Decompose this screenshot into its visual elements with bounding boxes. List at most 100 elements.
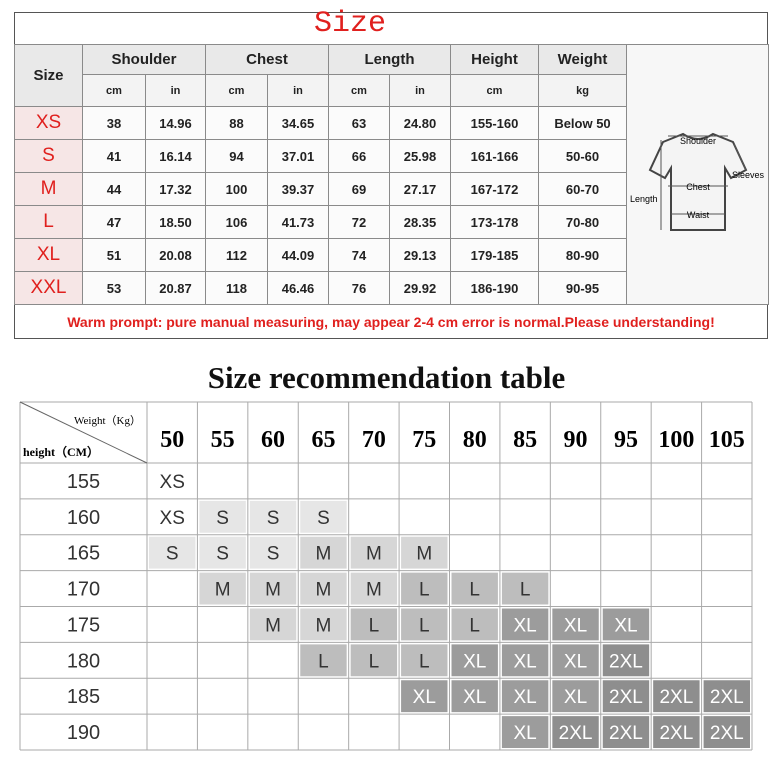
size-cell: M (265, 580, 281, 601)
size-cell: 2XL (659, 723, 693, 744)
size-cell: L (369, 615, 380, 636)
size-cell: S (14, 139, 83, 173)
measure-cell: 38 (82, 106, 146, 140)
unit-cell: in (389, 74, 451, 107)
size-cell: L (14, 205, 83, 239)
size-cell: S (166, 544, 179, 565)
weight-header: 60 (261, 427, 285, 453)
size-cell-bg (401, 536, 448, 569)
measure-cell: 34.65 (267, 106, 329, 140)
size-cell: M (14, 172, 83, 206)
measure-cell: 118 (205, 271, 268, 305)
measure-cell: 173-178 (450, 205, 539, 239)
measure-cell: 50-60 (538, 139, 627, 173)
size-cell: L (520, 580, 531, 601)
size-cell-bg (451, 680, 498, 713)
measure-cell: 179-185 (450, 238, 539, 272)
measure-cell: 94 (205, 139, 268, 173)
size-cell-bg (300, 536, 347, 569)
label-sleeves: Sleeves (732, 170, 765, 180)
height-header: 180 (67, 650, 100, 672)
size-cell-bg (350, 536, 398, 569)
size-cell: 2XL (659, 687, 693, 708)
header-cell: Chest (205, 44, 329, 75)
size-cell-bg (350, 644, 398, 677)
recommendation-title: Size recommendation table (207, 360, 566, 395)
measure-cell: 167-172 (450, 172, 539, 206)
unit-cell: in (267, 74, 329, 107)
corner-height: height（CM） (23, 444, 99, 459)
weight-header: 100 (658, 427, 694, 453)
measure-cell: 24.80 (389, 106, 451, 140)
weight-header: 55 (211, 427, 235, 453)
size-cell: XL (514, 651, 537, 672)
size-cell: S (216, 508, 229, 529)
measure-cell: 16.14 (145, 139, 206, 173)
height-header: 190 (67, 722, 100, 744)
unit-cell: cm (82, 74, 146, 107)
size-cell-bg (249, 500, 297, 533)
size-title: Size (313, 7, 386, 41)
size-cell-bg (300, 500, 347, 533)
size-cell: 2XL (609, 651, 643, 672)
size-cell: M (366, 544, 382, 565)
size-cell: XL (564, 651, 587, 672)
size-cell: XL (413, 687, 436, 708)
size-cell: M (316, 544, 332, 565)
size-cell-bg (199, 500, 246, 533)
size-cell: XL (514, 687, 537, 708)
size-cell: 2XL (609, 723, 643, 744)
measure-cell: 25.98 (389, 139, 451, 173)
size-cell-bg (501, 572, 549, 605)
size-cell: XS (160, 472, 185, 493)
measure-cell: 20.87 (145, 271, 206, 305)
measure-cell: 51 (82, 238, 146, 272)
size-cell-bg (451, 608, 498, 641)
header-cell: Shoulder (82, 44, 206, 75)
size-cell: 2XL (609, 687, 643, 708)
header-cell: Length (328, 44, 451, 75)
measure-cell: 70-80 (538, 205, 627, 239)
size-cell-bg (552, 716, 599, 748)
measure-cell: 60-70 (538, 172, 627, 206)
size-cell-bg (401, 680, 448, 713)
size-cell: L (469, 580, 480, 601)
size-cell-bg (602, 608, 650, 641)
size-cell-bg (552, 608, 599, 641)
measure-cell: 29.92 (389, 271, 451, 305)
size-cell-bg (602, 644, 650, 677)
header-cell: Size (14, 44, 83, 107)
size-cell: L (318, 651, 329, 672)
size-cell: M (366, 580, 382, 601)
height-header: 185 (67, 686, 100, 708)
size-cell-bg (451, 644, 498, 677)
size-cell: M (316, 615, 332, 636)
measure-cell: 80-90 (538, 238, 627, 272)
measure-cell: 41 (82, 139, 146, 173)
size-cell: XL (463, 651, 486, 672)
label-waist: Waist (687, 210, 710, 220)
unit-cell: kg (538, 74, 627, 107)
measure-cell: 112 (205, 238, 268, 272)
size-cell: XL (564, 615, 587, 636)
size-cell-bg (602, 716, 650, 748)
measure-cell: 88 (205, 106, 268, 140)
size-cell: XL (514, 723, 537, 744)
size-cell-bg (300, 572, 347, 605)
measure-cell: 41.73 (267, 205, 329, 239)
measure-cell: 90-95 (538, 271, 627, 305)
measure-cell: 72 (328, 205, 390, 239)
measure-cell: 46.46 (267, 271, 329, 305)
size-cell-bg (350, 572, 398, 605)
unit-cell: cm (205, 74, 268, 107)
measure-cell: 37.01 (267, 139, 329, 173)
size-cell-bg (300, 608, 347, 641)
measure-cell: 28.35 (389, 205, 451, 239)
height-header: 155 (67, 471, 100, 493)
measure-cell: 14.96 (145, 106, 206, 140)
size-cell-bg (501, 680, 549, 713)
size-cell: XS (14, 106, 83, 140)
size-cell: S (317, 508, 330, 529)
